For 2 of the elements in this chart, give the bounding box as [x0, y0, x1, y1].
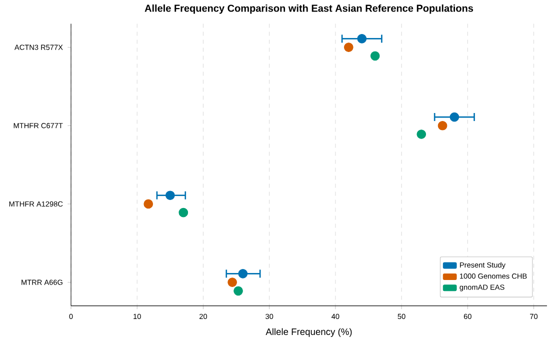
x-axis-title: Allele Frequency (%) — [266, 328, 352, 337]
chart-title: Allele Frequency Comparison with East Asian Reference Populations — [144, 4, 474, 14]
